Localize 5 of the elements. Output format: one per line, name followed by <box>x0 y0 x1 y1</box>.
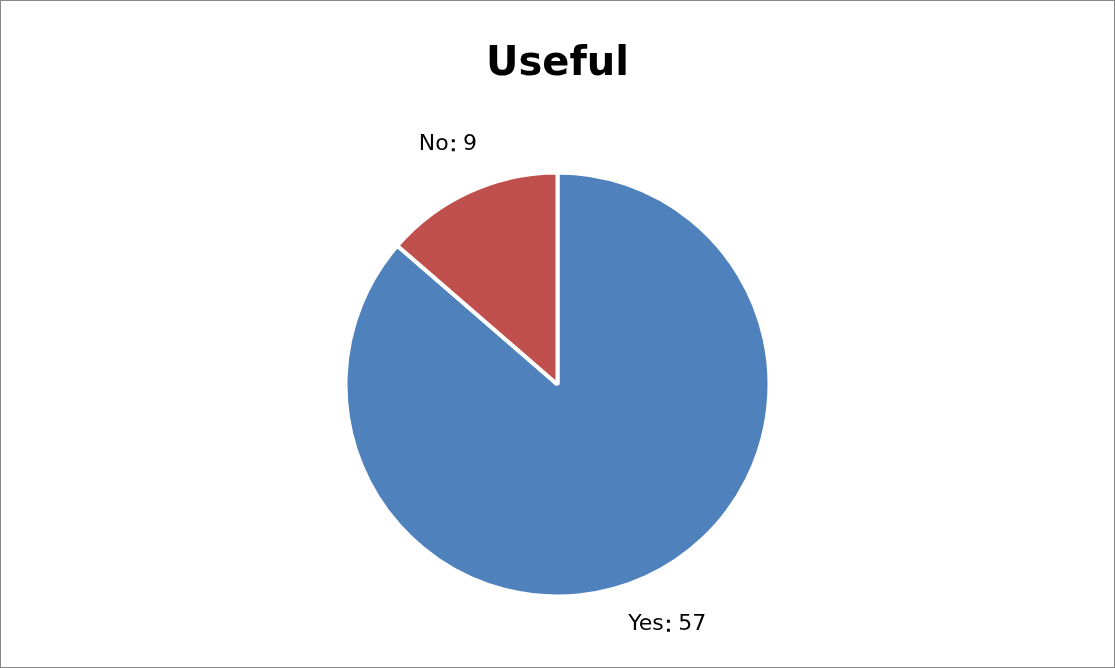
data-label: 9 <box>462 130 477 156</box>
slice-label: No <box>418 130 449 156</box>
slice-label: Yes <box>627 610 664 636</box>
data-label: 57 <box>678 610 707 636</box>
chart-title: Useful <box>485 38 630 85</box>
